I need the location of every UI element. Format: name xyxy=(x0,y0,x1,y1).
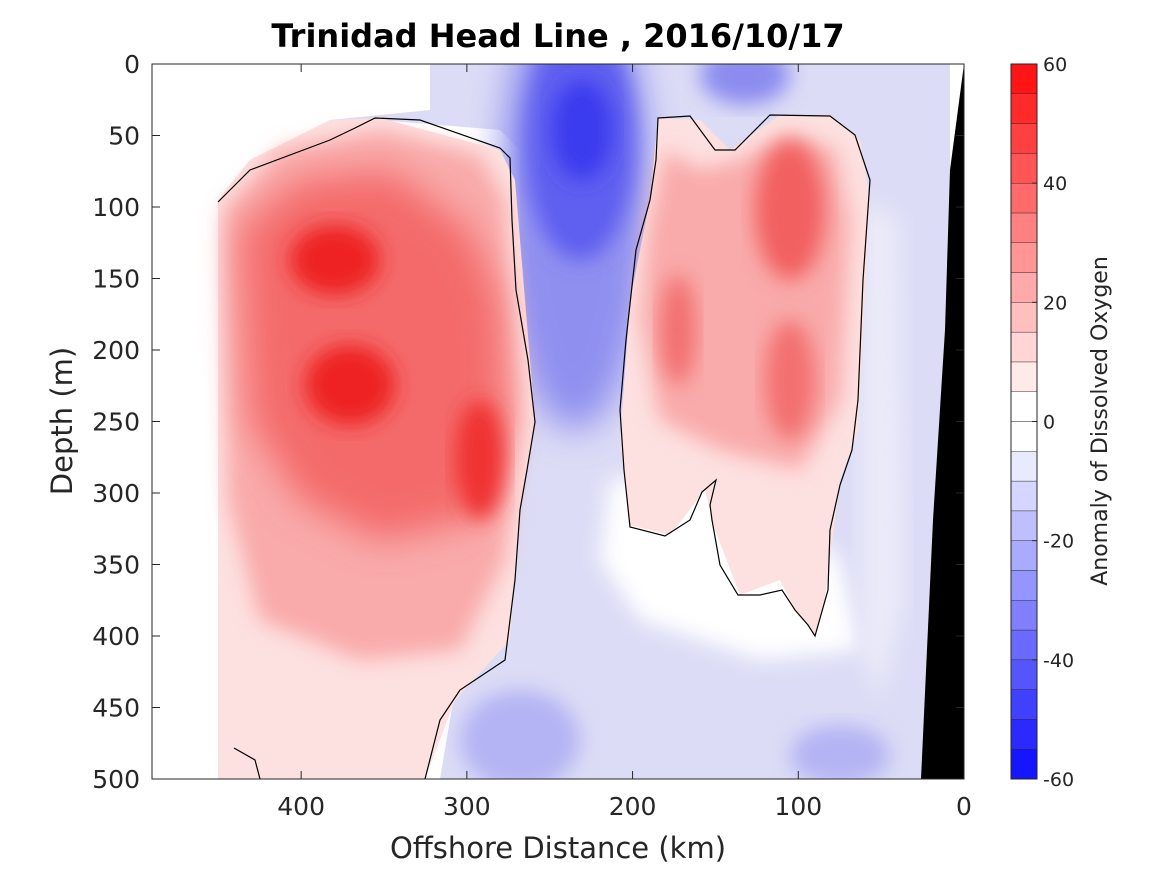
colorbar-band xyxy=(1010,510,1038,541)
x-tick-label: 200 xyxy=(609,792,657,821)
colorbar-band xyxy=(1010,480,1038,512)
colorbar-band xyxy=(1010,302,1038,333)
y-tick-label: 250 xyxy=(92,408,140,437)
colorbar-band xyxy=(1010,421,1038,452)
y-tick-label: 50 xyxy=(108,122,140,151)
colorbar-band xyxy=(1010,600,1038,631)
positive-anomaly-right-core-a xyxy=(755,140,825,280)
colorbar-band xyxy=(1010,570,1038,601)
colorbar-band xyxy=(1010,451,1038,482)
colorbar-band xyxy=(1010,272,1038,303)
y-tick-label: 200 xyxy=(92,336,140,365)
chart-title: Trinidad Head Line , 2016/10/17 xyxy=(271,17,844,55)
colorbar-label: Anomaly of Dissolved Oxygen xyxy=(1088,256,1113,586)
zero-contour-left xyxy=(217,117,536,779)
positive-anomaly-core-a xyxy=(290,225,380,295)
colorbar-tick-label: -60 xyxy=(1043,769,1074,791)
y-tick-label: 150 xyxy=(92,265,140,294)
colorbar: 60 40 20 0 -20 -40 -60 xyxy=(1010,54,1074,791)
colorbar-band xyxy=(1010,212,1038,243)
y-tick-label: 0 xyxy=(124,50,140,79)
near-zero-region-left xyxy=(218,64,430,200)
colorbar-band xyxy=(1010,153,1038,184)
x-tick-label: 100 xyxy=(774,792,822,821)
y-tick-label: 100 xyxy=(92,193,140,222)
colorbar-tick-label: 40 xyxy=(1043,173,1067,195)
positive-anomaly-right-core-c xyxy=(765,320,815,440)
colorbar-band xyxy=(1010,689,1038,720)
contour-field xyxy=(217,64,964,779)
zero-contour-right xyxy=(619,114,871,638)
y-axis-label: Depth (m) xyxy=(45,347,79,495)
colorbar-band xyxy=(1010,63,1038,94)
bottom-topography xyxy=(921,64,964,779)
colorbar-bands xyxy=(1010,63,1038,780)
colorbar-band xyxy=(1010,331,1038,363)
colorbar-band xyxy=(1010,629,1038,661)
plot-area: 400 300 200 100 0 0 50 100 150 200 250 300 350 400 45… xyxy=(92,50,972,821)
x-axis-label: Offshore Distance (km) xyxy=(390,831,726,865)
colorbar-band xyxy=(1010,182,1038,214)
colorbar-band xyxy=(1010,719,1038,750)
colorbar-tick-label: -20 xyxy=(1043,531,1074,553)
near-zero-region-right xyxy=(860,200,905,700)
colorbar-band xyxy=(1010,123,1038,154)
y-tick-label: 350 xyxy=(92,551,140,580)
y-tick-label: 500 xyxy=(92,765,140,794)
y-tick-label: 450 xyxy=(92,694,140,723)
colorbar-band xyxy=(1010,93,1038,124)
x-tick-label: 0 xyxy=(956,792,972,821)
negative-anomaly-bottom-right xyxy=(790,725,890,779)
negative-anomaly-top-right xyxy=(700,64,790,105)
y-axis-ticks: 0 50 100 150 200 250 300 350 400 450 500 xyxy=(92,50,964,794)
x-tick-label: 400 xyxy=(277,792,325,821)
colorbar-band xyxy=(1010,540,1038,571)
positive-anomaly-right-core-b xyxy=(660,275,696,385)
colorbar-tick-label: 0 xyxy=(1043,412,1055,434)
colorbar-band xyxy=(1010,391,1038,422)
zero-contour-bottom-left xyxy=(233,747,261,779)
colorbar-ticks: 60 40 20 0 -20 -40 -60 xyxy=(1032,54,1074,791)
y-tick-label: 300 xyxy=(92,479,140,508)
negative-anomaly-core xyxy=(552,80,612,180)
colorbar-tick-label: 60 xyxy=(1043,54,1067,76)
colorbar-band xyxy=(1010,659,1038,690)
x-tick-label: 300 xyxy=(443,792,491,821)
y-tick-label: 400 xyxy=(92,622,140,651)
colorbar-band xyxy=(1010,749,1038,780)
colorbar-tick-label: 20 xyxy=(1043,292,1067,314)
colorbar-tick-label: -40 xyxy=(1043,650,1074,672)
colorbar-band xyxy=(1010,361,1038,392)
positive-anomaly-core-b xyxy=(305,345,395,425)
positive-anomaly-core-c xyxy=(455,400,505,520)
x-axis-ticks: 400 300 200 100 0 xyxy=(277,64,972,821)
negative-anomaly-lower xyxy=(460,690,580,779)
colorbar-band xyxy=(1010,242,1038,273)
